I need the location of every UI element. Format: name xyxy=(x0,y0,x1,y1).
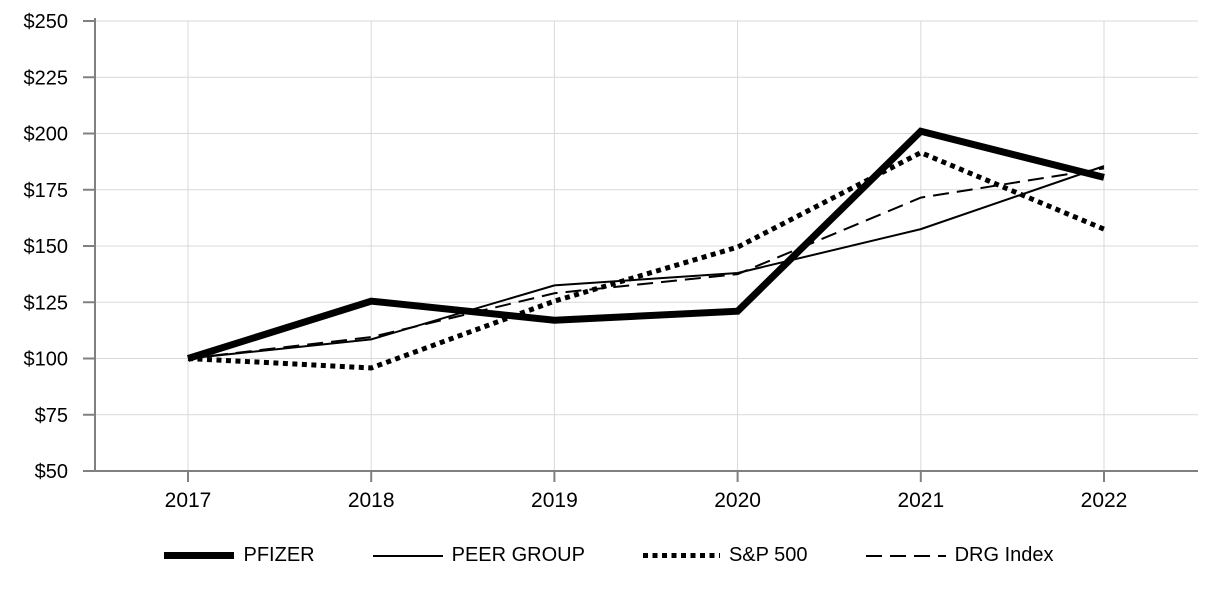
y-tick-label: $175 xyxy=(24,180,69,202)
legend-label-peer-group: PEER GROUP xyxy=(451,544,585,566)
series-line-peer-group xyxy=(187,165,1105,360)
sp500-line-sample xyxy=(642,553,720,558)
series-line-drg-index xyxy=(187,167,1105,360)
x-tick-label: 2021 xyxy=(897,489,944,512)
y-tick-label: $200 xyxy=(24,124,69,146)
legend-item-drg-index: DRG Index xyxy=(865,544,1054,567)
legend-item-sp500: S&P 500 xyxy=(642,544,808,567)
y-tick-label: $150 xyxy=(24,236,69,258)
series-line-pfizer xyxy=(186,127,1105,362)
x-tick-label: 2022 xyxy=(1081,489,1128,512)
legend-label-drg-index: DRG Index xyxy=(954,544,1054,566)
x-tick-label: 2017 xyxy=(165,489,212,512)
legend-item-peer-group: PEER GROUP xyxy=(372,544,585,567)
y-tick-label: $225 xyxy=(24,67,69,89)
pfizer-line-sample xyxy=(164,552,235,559)
chart-legend: PFIZER PEER GROUP S&P 500 DRG Index xyxy=(0,544,1218,567)
y-tick-label: $50 xyxy=(35,461,68,483)
legend-label-pfizer: PFIZER xyxy=(243,544,315,566)
peer-group-line-sample xyxy=(372,554,443,557)
y-tick-label: $250 xyxy=(24,11,69,33)
series-line-sp500 xyxy=(187,149,1105,371)
drg-index-line-sample xyxy=(865,554,946,557)
x-tick-label: 2018 xyxy=(348,489,395,512)
y-tick-label: $100 xyxy=(24,349,69,371)
x-tick-label: 2019 xyxy=(531,489,578,512)
legend-label-sp500: S&P 500 xyxy=(728,544,808,566)
x-tick-label: 2020 xyxy=(714,489,761,512)
chart-plot-area: $250 $225 $200 $175 $150 $125 $100 $75 $50 2017 20… xyxy=(24,11,1198,512)
y-tick-label: $75 xyxy=(35,405,68,427)
legend-item-pfizer: PFIZER xyxy=(164,544,315,567)
y-tick-label: $125 xyxy=(24,292,69,314)
